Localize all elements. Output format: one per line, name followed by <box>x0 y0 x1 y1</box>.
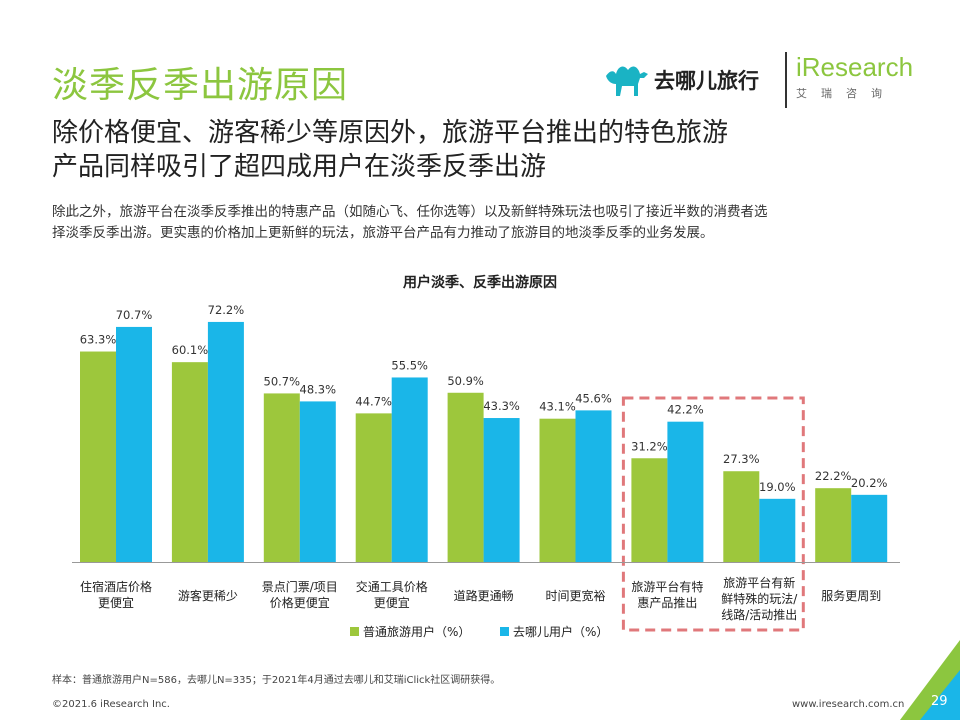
bar-regular <box>447 392 484 562</box>
data-label: 44.7% <box>355 394 392 408</box>
bar-qunar <box>759 498 796 562</box>
bar-qunar <box>667 421 704 562</box>
category-label: 交通工具价格 <box>356 579 428 594</box>
camel-icon <box>606 66 648 96</box>
sample-note: 样本：普通旅游用户N=586，去哪儿N=335；于2021年4月通过去哪儿和艾瑞… <box>52 675 501 686</box>
data-label: 45.6% <box>575 391 612 405</box>
bar-qunar <box>483 418 520 562</box>
category-label: 惠产品推出 <box>637 596 697 610</box>
description-line-2: 择淡季反季出游。更实惠的价格加上更新鲜的玩法，旅游平台产品有力推动了旅游目的地淡… <box>52 225 714 241</box>
bar-regular <box>723 471 760 562</box>
bar-qunar <box>575 410 612 562</box>
category-label: 旅游平台有新 <box>723 575 795 590</box>
iresearch-logo: iResearch 艾瑞咨询 <box>796 52 913 101</box>
data-label: 31.2% <box>631 439 668 453</box>
data-label: 70.7% <box>116 308 153 322</box>
legend-label: 去哪儿用户（%） <box>513 624 608 639</box>
category-label: 游客更稀少 <box>178 588 238 603</box>
headline-line-2: 产品同样吸引了超四成用户在淡季反季出游 <box>52 152 547 182</box>
legend-swatch <box>350 627 359 636</box>
headline-line-1: 除价格便宜、游客稀少等原因外，旅游平台推出的特色旅游 <box>52 118 729 148</box>
data-label: 19.0% <box>759 480 796 494</box>
bar-regular <box>631 458 668 562</box>
data-label: 48.3% <box>300 382 337 396</box>
chart-title: 用户淡季、反季出游原因 <box>403 275 557 291</box>
category-label: 住宿酒店价格 <box>80 579 152 594</box>
category-label: 价格更便宜 <box>270 595 330 610</box>
bar-regular <box>355 413 392 562</box>
highlight-box <box>621 396 805 632</box>
category-label: 道路更通畅 <box>454 588 514 603</box>
qunar-logo: 去哪儿旅行 <box>604 60 759 100</box>
legend-swatch <box>500 627 509 636</box>
data-label: 63.3% <box>80 333 117 347</box>
logo-divider <box>785 52 787 108</box>
data-label: 72.2% <box>208 303 245 317</box>
bar-regular <box>171 362 208 562</box>
description-line-1: 除此之外，旅游平台在淡季反季推出的特惠产品（如随心飞、任你选等）以及新鲜特殊玩法… <box>52 204 768 220</box>
copyright: ©2021.6 iResearch Inc. <box>52 699 170 710</box>
data-label: 55.5% <box>391 358 428 372</box>
category-label: 更便宜 <box>374 595 410 610</box>
page-title: 淡季反季出游原因 <box>52 65 349 106</box>
category-label: 鲜特殊的玩法/ <box>721 591 798 606</box>
category-label: 旅游平台有特 <box>631 579 703 594</box>
iresearch-logo-cn: 艾瑞咨询 <box>796 87 896 100</box>
data-label: 22.2% <box>815 469 852 483</box>
bar-regular <box>80 351 116 562</box>
corner-decoration <box>900 640 960 720</box>
website: www.iresearch.com.cn <box>792 699 905 710</box>
data-label: 43.3% <box>483 399 520 413</box>
description: 除此之外，旅游平台在淡季反季推出的特惠产品（如随心飞、任你选等）以及新鲜特殊玩法… <box>52 202 912 244</box>
bar-qunar <box>391 377 428 562</box>
data-label: 27.3% <box>723 452 760 466</box>
bar-qunar <box>851 494 888 562</box>
data-label: 42.2% <box>667 403 704 417</box>
data-label: 60.1% <box>172 343 209 357</box>
bar-regular <box>815 488 852 562</box>
category-label: 更便宜 <box>98 595 134 610</box>
data-label: 50.9% <box>447 374 484 388</box>
bar-qunar <box>299 401 336 562</box>
headline: 除价格便宜、游客稀少等原因外，旅游平台推出的特色旅游 产品同样吸引了超四成用户在… <box>52 116 912 184</box>
bar-qunar <box>116 326 152 562</box>
category-label: 景点门票/项目 <box>262 579 338 594</box>
data-label: 43.1% <box>539 400 576 414</box>
iresearch-logo-text: iResearch <box>796 52 914 82</box>
data-label: 50.7% <box>264 374 301 388</box>
category-label: 服务更周到 <box>821 588 881 603</box>
bar-regular <box>263 393 300 562</box>
qunar-logo-text: 去哪儿旅行 <box>654 69 759 93</box>
category-label: 线路/活动推出 <box>721 607 797 622</box>
data-label: 20.2% <box>851 476 888 490</box>
bar-qunar <box>207 321 244 562</box>
category-label: 时间更宽裕 <box>545 588 605 603</box>
bar-regular <box>539 418 576 562</box>
legend-label: 普通旅游用户（%） <box>363 624 470 639</box>
page-number: 29 <box>931 694 948 709</box>
